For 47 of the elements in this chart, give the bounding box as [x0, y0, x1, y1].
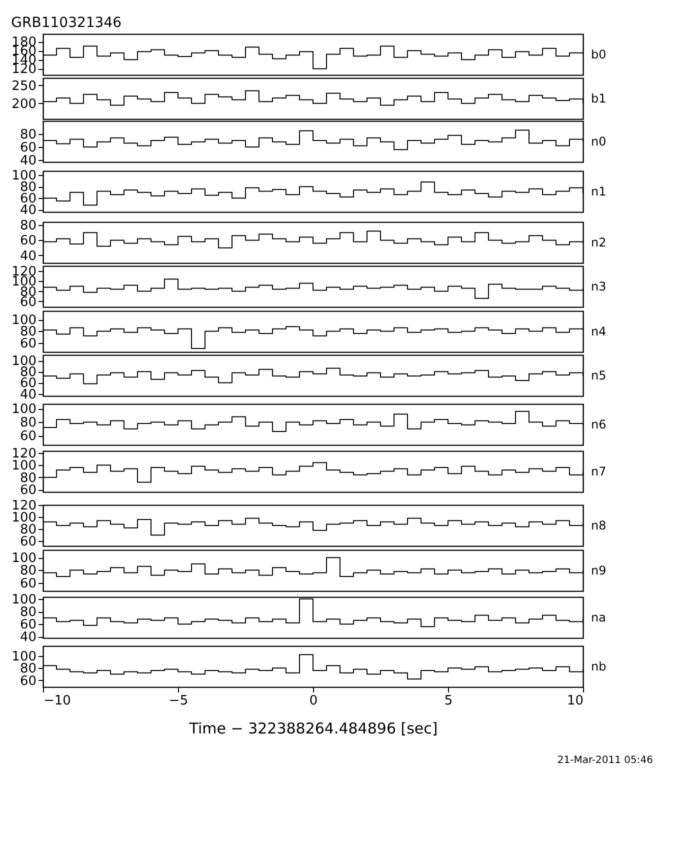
x-tick-label: 5 [444, 694, 453, 708]
x-axis-title: Time − 322388264.484896 [sec] [188, 720, 438, 738]
y-tick-label: 60 [20, 483, 36, 498]
y-tick-label: 120 [12, 498, 36, 514]
x-tick-label: 10 [566, 694, 584, 708]
y-tick-label: 60 [20, 140, 36, 156]
series-label: n0 [591, 134, 606, 148]
y-tick-label: 60 [20, 576, 36, 592]
y-tick-label: 100 [12, 402, 36, 418]
series-label: na [591, 610, 606, 624]
y-tick-label: 40 [20, 630, 36, 646]
y-tick-label: 40 [20, 203, 36, 218]
x-tick-label: −10 [44, 694, 71, 708]
chart-title: GRB110321346 [11, 15, 122, 31]
y-tick-label: 60 [20, 534, 36, 550]
y-tick-label: 60 [20, 429, 36, 444]
y-tick-label: 120 [12, 62, 36, 78]
series-label: b1 [591, 92, 606, 106]
y-tick-label: 80 [20, 218, 36, 234]
series-label: n2 [591, 236, 606, 250]
series-label: nb [591, 660, 606, 674]
text: 21-Mar-2011 05:46 [557, 755, 653, 766]
series-label: n4 [591, 324, 606, 338]
y-tick-label: 120 [12, 446, 36, 462]
y-tick-label: 40 [20, 387, 36, 402]
y-tick-label: 80 [20, 416, 36, 431]
y-tick-label: 200 [12, 96, 36, 112]
y-tick-label: 100 [12, 592, 36, 608]
y-tick-label: 60 [20, 618, 36, 633]
y-tick-label: 60 [20, 674, 36, 689]
y-tick-label: 60 [20, 336, 36, 352]
series-label: n6 [591, 418, 606, 432]
y-tick-label: 40 [20, 248, 36, 264]
series-label: b0 [591, 48, 606, 62]
y-tick-label: 80 [20, 564, 36, 579]
series-label: n3 [591, 280, 606, 294]
x-tick-label: 0 [309, 694, 318, 708]
series-label: n5 [591, 368, 606, 382]
series-label: n1 [591, 184, 606, 198]
y-tick-label: 40 [20, 154, 36, 169]
x-tick-label: −5 [168, 694, 188, 708]
y-tick-label: 60 [20, 234, 36, 249]
series-label: n7 [591, 464, 606, 478]
y-tick-label: 80 [20, 128, 36, 143]
series-label: n9 [591, 564, 606, 578]
y-tick-label: 250 [12, 78, 36, 94]
series-label: n8 [591, 518, 606, 532]
